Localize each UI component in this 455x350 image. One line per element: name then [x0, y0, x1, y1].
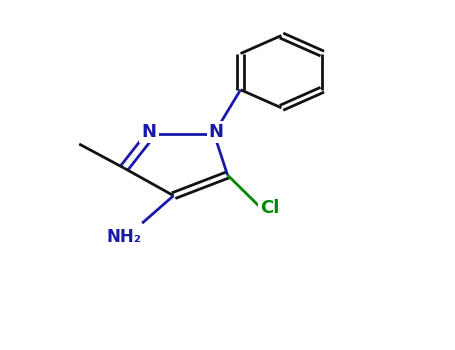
Text: NH₂: NH₂: [106, 228, 142, 246]
Text: N: N: [142, 123, 157, 141]
Text: N: N: [209, 123, 224, 141]
Text: Cl: Cl: [261, 199, 280, 217]
